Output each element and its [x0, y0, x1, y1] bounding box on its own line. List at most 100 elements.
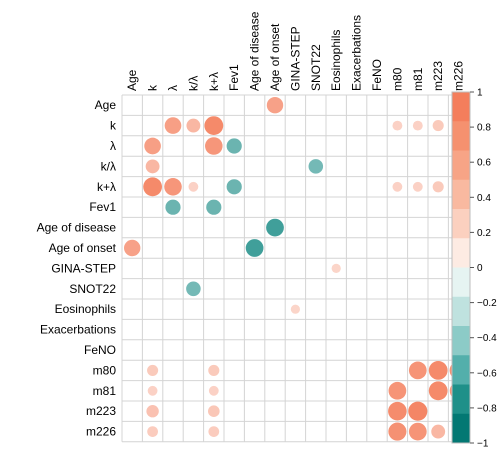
- row-label: λ: [110, 139, 116, 153]
- column-label: Exacerbations: [350, 15, 364, 91]
- correlation-circle: [208, 405, 220, 418]
- colorbar-segment: [452, 384, 470, 415]
- column-label: k: [146, 84, 160, 91]
- correlation-circle: [266, 218, 284, 237]
- row-labels: Age kλ k/λ k+λ Fev1 Age of disease Age of onse…: [37, 98, 117, 438]
- column-label: SNOT22: [309, 44, 323, 91]
- correlation-circle: [226, 179, 242, 195]
- column-label: FeNO: [370, 59, 384, 91]
- column-labels: Age k λ k/λ k+λ Fev1 Age of disease Age of onse…: [125, 11, 465, 91]
- correlation-circle: [412, 181, 423, 192]
- correlation-circle: [412, 120, 423, 131]
- column-label: m80: [390, 67, 404, 91]
- colorbar-segment: [452, 209, 470, 239]
- row-label: GINA-STEP: [51, 261, 116, 275]
- colorbar-segment: [452, 179, 470, 210]
- correlation-circle: [143, 177, 163, 197]
- correlation-circle: [428, 361, 448, 380]
- correlation-circle: [208, 426, 220, 437]
- colorbar-tick-label: 0: [477, 263, 483, 274]
- column-label: m226: [452, 61, 466, 91]
- correlation-circle: [308, 159, 324, 174]
- correlation-circle: [388, 422, 407, 441]
- correlation-circle: [431, 424, 446, 439]
- row-label: Fev1: [89, 200, 116, 214]
- column-label: k+λ: [207, 72, 221, 91]
- correlation-circle: [206, 199, 222, 215]
- column-label: Fev1: [227, 64, 241, 91]
- colorbar-tick-label: 0.6: [477, 158, 491, 169]
- colorbar-tick-label: −0.8: [477, 403, 497, 414]
- row-label: SNOT22: [69, 282, 116, 296]
- column-label: λ: [166, 85, 180, 91]
- row-label: FeNO: [84, 343, 116, 357]
- correlation-circle: [145, 159, 160, 174]
- correlation-circle: [186, 118, 201, 133]
- row-label: m81: [93, 384, 117, 398]
- correlation-circle: [388, 381, 407, 400]
- correlation-circle: [331, 263, 341, 273]
- row-label: m223: [86, 404, 116, 418]
- colorbar-segment: [452, 326, 470, 356]
- colorbar-tick-label: 0.8: [477, 123, 491, 134]
- colorbar-segment: [452, 150, 470, 181]
- colorbar-segment: [452, 296, 470, 327]
- correlation-circle: [408, 401, 428, 421]
- colorbar-tick-label: 1: [477, 88, 483, 99]
- colorbar-segment: [452, 92, 470, 122]
- row-label: Eosinophils: [55, 302, 116, 316]
- correlation-circle: [147, 385, 158, 396]
- colorbar-segment: [452, 238, 470, 268]
- correlation-circle: [392, 181, 403, 192]
- correlation-circle: [146, 405, 159, 418]
- correlation-circle: [245, 239, 264, 257]
- correlation-circle: [188, 181, 199, 192]
- row-label: m226: [86, 425, 116, 439]
- correlation-circle: [408, 361, 427, 380]
- correlation-circle: [164, 178, 182, 196]
- column-label: GINA-STEP: [288, 26, 302, 91]
- correlation-circle: [186, 281, 201, 297]
- correlation-circles: [124, 97, 468, 441]
- row-label: k+λ: [97, 180, 116, 194]
- colorbar-tick-label: 0.4: [477, 193, 491, 204]
- column-label: Age: [125, 69, 139, 91]
- colorbar-tick-label: −0.2: [477, 298, 497, 309]
- correlation-circle: [208, 364, 220, 376]
- correlation-circle: [226, 138, 242, 154]
- column-label: Eosinophils: [329, 30, 343, 91]
- colorbar-tick-label: 0.2: [477, 228, 491, 239]
- correlation-circle: [144, 137, 161, 155]
- column-label: Age of onset: [268, 23, 282, 91]
- colorbar: 1 0.8 0.6 0.4 0.2 0 −0.2 −0.4 −0.6 −0.8 −1: [451, 88, 497, 450]
- colorbar-segment: [452, 355, 470, 385]
- column-label: m223: [431, 61, 445, 91]
- row-label: Age of onset: [49, 241, 117, 255]
- row-label: k/λ: [101, 159, 116, 173]
- row-label: m80: [93, 363, 117, 377]
- colorbar-segment: [452, 121, 470, 151]
- correlation-circle: [124, 239, 141, 257]
- column-label: k/λ: [186, 76, 200, 91]
- colorbar-segment: [452, 413, 470, 444]
- row-label: Age of disease: [37, 221, 117, 235]
- correlation-circle: [266, 97, 284, 114]
- correlation-circle: [388, 401, 407, 421]
- column-label: m81: [411, 67, 425, 91]
- correlation-circle: [408, 422, 427, 441]
- correlation-circle: [164, 117, 182, 134]
- row-label: k: [110, 119, 117, 133]
- colorbar-tick-label: −1: [477, 439, 489, 450]
- correlation-circle: [205, 137, 223, 155]
- correlation-circle: [290, 304, 300, 314]
- correlation-circle: [147, 426, 158, 437]
- correlation-circle: [165, 199, 181, 215]
- row-label: Exacerbations: [40, 323, 116, 337]
- row-label: Age: [95, 98, 117, 112]
- correlation-circle: [147, 364, 159, 376]
- correlation-circle: [428, 381, 448, 401]
- correlation-circle: [204, 116, 224, 135]
- colorbar-tick-label: −0.4: [477, 333, 497, 344]
- correlation-circle: [432, 181, 444, 193]
